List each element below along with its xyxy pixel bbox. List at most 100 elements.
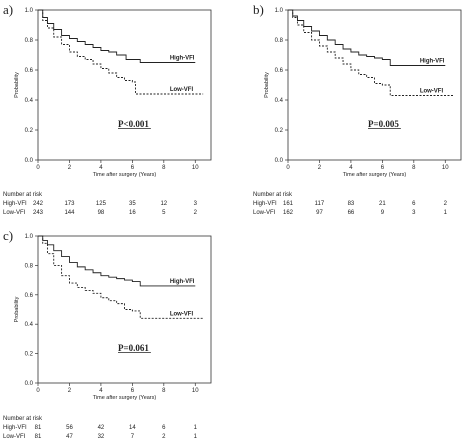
x-tick-label: 8	[162, 165, 166, 171]
risk-count: 98	[98, 210, 105, 216]
x-tick-label: 6	[381, 165, 385, 171]
y-tick-label: 0.0	[25, 158, 34, 164]
p-value: P=0.005	[368, 119, 399, 129]
y-tick-label: 0.8	[275, 38, 284, 44]
km-panel-c: c) 0.0 0.2 0.4 0.6 0.8 1.0 0 2 4 6 8 10 Time after su…	[3, 228, 212, 440]
risk-count: 3	[412, 210, 416, 216]
y-tick-label: 0.6	[25, 293, 34, 299]
x-axis-title: Time after surgery (Years)	[93, 172, 157, 178]
series-line-high-vfi	[38, 9, 196, 63]
risk-count: 1	[194, 434, 198, 440]
series-line-low-vfi	[288, 9, 454, 96]
risk-row-label: Low-VFI	[3, 434, 26, 440]
plot-frame	[287, 9, 462, 161]
x-tick-label: 6	[131, 388, 135, 394]
x-tick-label: 2	[318, 165, 322, 171]
y-tick-label: 0.2	[25, 352, 34, 358]
km-panel-a: a) 0.0 0.2 0.4 0.6 0.8 1.0 0 2 4 6 8 10 Time after su…	[3, 2, 212, 216]
risk-count: 56	[66, 425, 73, 431]
risk-count: 162	[283, 210, 294, 216]
panel-letter: a)	[3, 2, 13, 17]
x-axis-title: Time after surgery (Years)	[343, 172, 407, 178]
risk-count: 16	[129, 210, 136, 216]
series-label-high-vfi: High-VFI	[420, 59, 445, 65]
risk-count: 21	[379, 201, 386, 207]
risk-count: 35	[129, 201, 136, 207]
y-tick-label: 0.6	[275, 68, 284, 74]
risk-table-title: Number at risk	[253, 192, 293, 198]
y-tick-label: 0.4	[25, 322, 34, 328]
risk-count: 83	[348, 201, 355, 207]
risk-count: 32	[98, 434, 105, 440]
risk-count: 97	[316, 210, 323, 216]
p-value: P=0.061	[118, 343, 149, 353]
x-tick-label: 10	[192, 388, 199, 394]
risk-row-label: High-VFI	[3, 201, 27, 207]
y-tick-label: 0.6	[25, 68, 34, 74]
series-label-low-vfi: Low-VFI	[170, 87, 194, 93]
x-tick-label: 6	[131, 165, 135, 171]
y-tick-label: 1.0	[25, 234, 34, 240]
y-tick-label: 1.0	[275, 8, 284, 14]
risk-count: 14	[129, 425, 136, 431]
x-tick-label: 4	[349, 165, 353, 171]
risk-count: 9	[381, 210, 385, 216]
risk-count: 1	[194, 425, 198, 431]
km-panel-b: b) 0.0 0.2 0.4 0.6 0.8 1.0 0 2 4 6 8 10 Time after su…	[253, 2, 462, 216]
risk-count: 2	[194, 210, 198, 216]
risk-count: 7	[131, 434, 135, 440]
risk-count: 144	[64, 210, 75, 216]
x-tick-label: 2	[68, 388, 72, 394]
x-tick-label: 4	[99, 388, 103, 394]
y-tick-label: 0.8	[25, 263, 34, 269]
y-tick-label: 0.2	[275, 128, 284, 134]
x-tick-label: 10	[442, 165, 449, 171]
y-tick-label: 1.0	[25, 8, 34, 14]
risk-count: 66	[348, 210, 355, 216]
plot-frame	[37, 235, 212, 384]
x-tick-label: 10	[192, 165, 199, 171]
series-label-low-vfi: Low-VFI	[420, 89, 444, 95]
risk-count: 117	[315, 201, 325, 207]
risk-count: 125	[96, 201, 107, 207]
series-line-high-vfi	[288, 9, 446, 66]
risk-count: 6	[162, 425, 166, 431]
panel-letter: c)	[3, 228, 13, 243]
y-tick-label: 0.2	[25, 128, 34, 134]
x-tick-label: 4	[99, 165, 103, 171]
risk-count: 242	[33, 201, 44, 207]
y-tick-label: 0.4	[275, 98, 284, 104]
risk-row-label: High-VFI	[253, 201, 277, 207]
risk-count: 161	[283, 201, 294, 207]
y-axis-title: Probability	[14, 72, 20, 98]
x-tick-label: 0	[286, 165, 290, 171]
p-value: P<0.001	[118, 119, 149, 129]
x-tick-label: 2	[68, 165, 72, 171]
risk-count: 42	[98, 425, 105, 431]
risk-count: 12	[160, 201, 167, 207]
risk-row-label: Low-VFI	[253, 210, 276, 216]
series-label-high-vfi: High-VFI	[170, 279, 195, 285]
risk-count: 5	[162, 210, 166, 216]
risk-count: 243	[33, 210, 44, 216]
y-tick-label: 0.0	[25, 381, 34, 387]
y-axis-title: Probability	[264, 72, 270, 98]
series-line-low-vfi	[38, 235, 204, 319]
risk-row-label: Low-VFI	[3, 210, 26, 216]
series-line-high-vfi	[38, 235, 196, 287]
series-line-low-vfi	[38, 9, 204, 95]
risk-count: 1	[444, 210, 448, 216]
y-tick-label: 0.0	[275, 158, 284, 164]
series-label-low-vfi: Low-VFI	[170, 311, 194, 317]
risk-count: 173	[64, 201, 75, 207]
risk-row-label: High-VFI	[3, 425, 27, 431]
x-tick-label: 0	[36, 388, 40, 394]
y-tick-label: 0.4	[25, 98, 34, 104]
risk-count: 81	[35, 434, 42, 440]
risk-count: 81	[35, 425, 42, 431]
risk-count: 47	[66, 434, 73, 440]
plot-frame	[37, 9, 212, 161]
series-label-high-vfi: High-VFI	[170, 56, 195, 62]
risk-count: 2	[162, 434, 166, 440]
